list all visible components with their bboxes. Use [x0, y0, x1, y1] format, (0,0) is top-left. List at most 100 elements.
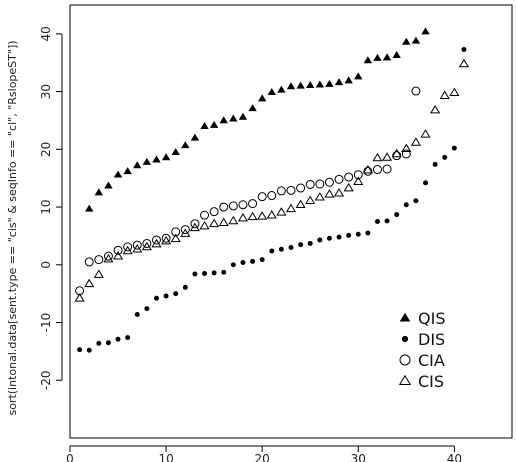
data-point-dis: [326, 235, 332, 241]
data-point-dis: [125, 335, 131, 341]
data-point-cia: [372, 165, 382, 175]
data-point-cis: [362, 164, 373, 174]
data-point-dis: [442, 154, 448, 160]
data-point-cis: [103, 253, 114, 263]
legend: QIS DIS CIA CIS: [398, 309, 445, 391]
data-point-dis: [278, 246, 284, 252]
data-point-cia: [411, 86, 421, 96]
data-point-qis: [133, 161, 142, 169]
data-point-cia: [219, 202, 229, 212]
data-point-cia: [257, 192, 267, 202]
y-tick-label: 40: [39, 26, 53, 41]
data-point-cia: [142, 238, 152, 248]
data-point-qis: [190, 133, 200, 141]
data-point-qis: [248, 104, 257, 112]
data-point-cis: [84, 278, 95, 288]
data-point-dis: [163, 293, 169, 299]
y-tick-label: -20: [39, 370, 53, 390]
data-point-qis: [181, 141, 190, 149]
legend-label-cia: CIA: [418, 351, 445, 370]
data-point-dis: [432, 161, 438, 167]
data-point-dis: [269, 248, 275, 254]
data-point-cis: [266, 209, 277, 219]
y-axis: -20 -10 0 10 20 30 40: [39, 26, 63, 390]
data-point-qis: [171, 148, 180, 156]
data-point-qis: [286, 82, 296, 90]
data-point-cia: [401, 149, 411, 159]
data-point-cis: [199, 220, 210, 230]
data-point-cis: [449, 87, 460, 97]
data-point-qis: [315, 80, 325, 88]
data-point-cis: [228, 215, 239, 225]
y-tick-label: 20: [39, 142, 53, 157]
data-point-dis: [182, 284, 188, 290]
data-point-cis: [247, 211, 258, 221]
data-point-qis: [229, 114, 238, 122]
data-point-dis: [374, 219, 380, 224]
data-point-cis: [324, 189, 335, 198]
x-tick-label: 30: [351, 452, 366, 462]
data-point-dis: [423, 180, 429, 186]
data-point-cia: [276, 186, 286, 196]
data-point-qis: [325, 79, 334, 87]
data-point-qis: [152, 155, 161, 163]
data-point-cia: [84, 257, 94, 267]
data-point-qis: [257, 94, 267, 102]
data-point-qis: [238, 112, 248, 120]
data-point-cia: [248, 199, 258, 209]
data-point-cia: [315, 179, 325, 189]
data-point-qis: [85, 204, 94, 212]
data-point-cis: [218, 217, 229, 226]
data-point-cis: [112, 250, 124, 260]
data-point-qis: [411, 36, 421, 44]
data-point-cis: [180, 228, 191, 237]
data-point-cia: [209, 207, 219, 217]
legend-key-dis: [401, 335, 409, 343]
data-point-qis: [200, 122, 209, 130]
data-point-cia: [286, 185, 296, 195]
plot-frame: [69, 4, 513, 439]
data-point-cis: [401, 143, 412, 153]
data-point-dis: [221, 269, 227, 275]
data-point-cis: [305, 195, 316, 205]
data-point-dis: [115, 336, 121, 342]
data-point-cia: [123, 242, 133, 252]
x-axis: 0 10 20 30 40: [66, 445, 462, 462]
data-point-cia: [296, 183, 306, 193]
data-point-qis: [267, 87, 276, 95]
data-point-cis: [353, 176, 364, 185]
series-cia: [75, 86, 421, 296]
data-point-qis: [392, 51, 401, 59]
data-point-cis: [410, 137, 421, 146]
x-tick-label: 40: [447, 452, 462, 462]
data-point-dis: [86, 347, 92, 353]
y-tick-label: -10: [39, 313, 53, 333]
data-point-qis: [421, 27, 430, 35]
data-point-dis: [105, 340, 111, 346]
data-point-cis: [314, 192, 325, 201]
data-point-cia: [151, 235, 161, 245]
data-point-dis: [153, 295, 159, 301]
data-point-cia: [228, 201, 238, 211]
data-point-qis: [113, 170, 123, 178]
data-point-cis: [391, 148, 402, 158]
data-point-cis: [343, 182, 354, 192]
data-point-dis: [77, 347, 83, 353]
legend-key-qis: [399, 312, 411, 322]
data-point-cis: [276, 207, 287, 216]
data-point-cis: [295, 199, 306, 209]
data-point-dis: [384, 218, 390, 224]
data-point-cia: [180, 225, 190, 235]
data-point-qis: [142, 157, 152, 165]
data-point-cis: [74, 293, 85, 302]
y-tick-label: 0: [39, 261, 53, 269]
legend-label-qis: QIS: [418, 309, 445, 328]
data-point-cis: [209, 218, 220, 228]
legend-key-cis: [398, 374, 412, 385]
data-point-dis: [96, 340, 102, 346]
data-point-dis: [144, 306, 150, 312]
legend-label-cis: CIS: [418, 372, 444, 391]
data-point-qis: [354, 72, 363, 80]
data-point-cia: [161, 233, 171, 243]
